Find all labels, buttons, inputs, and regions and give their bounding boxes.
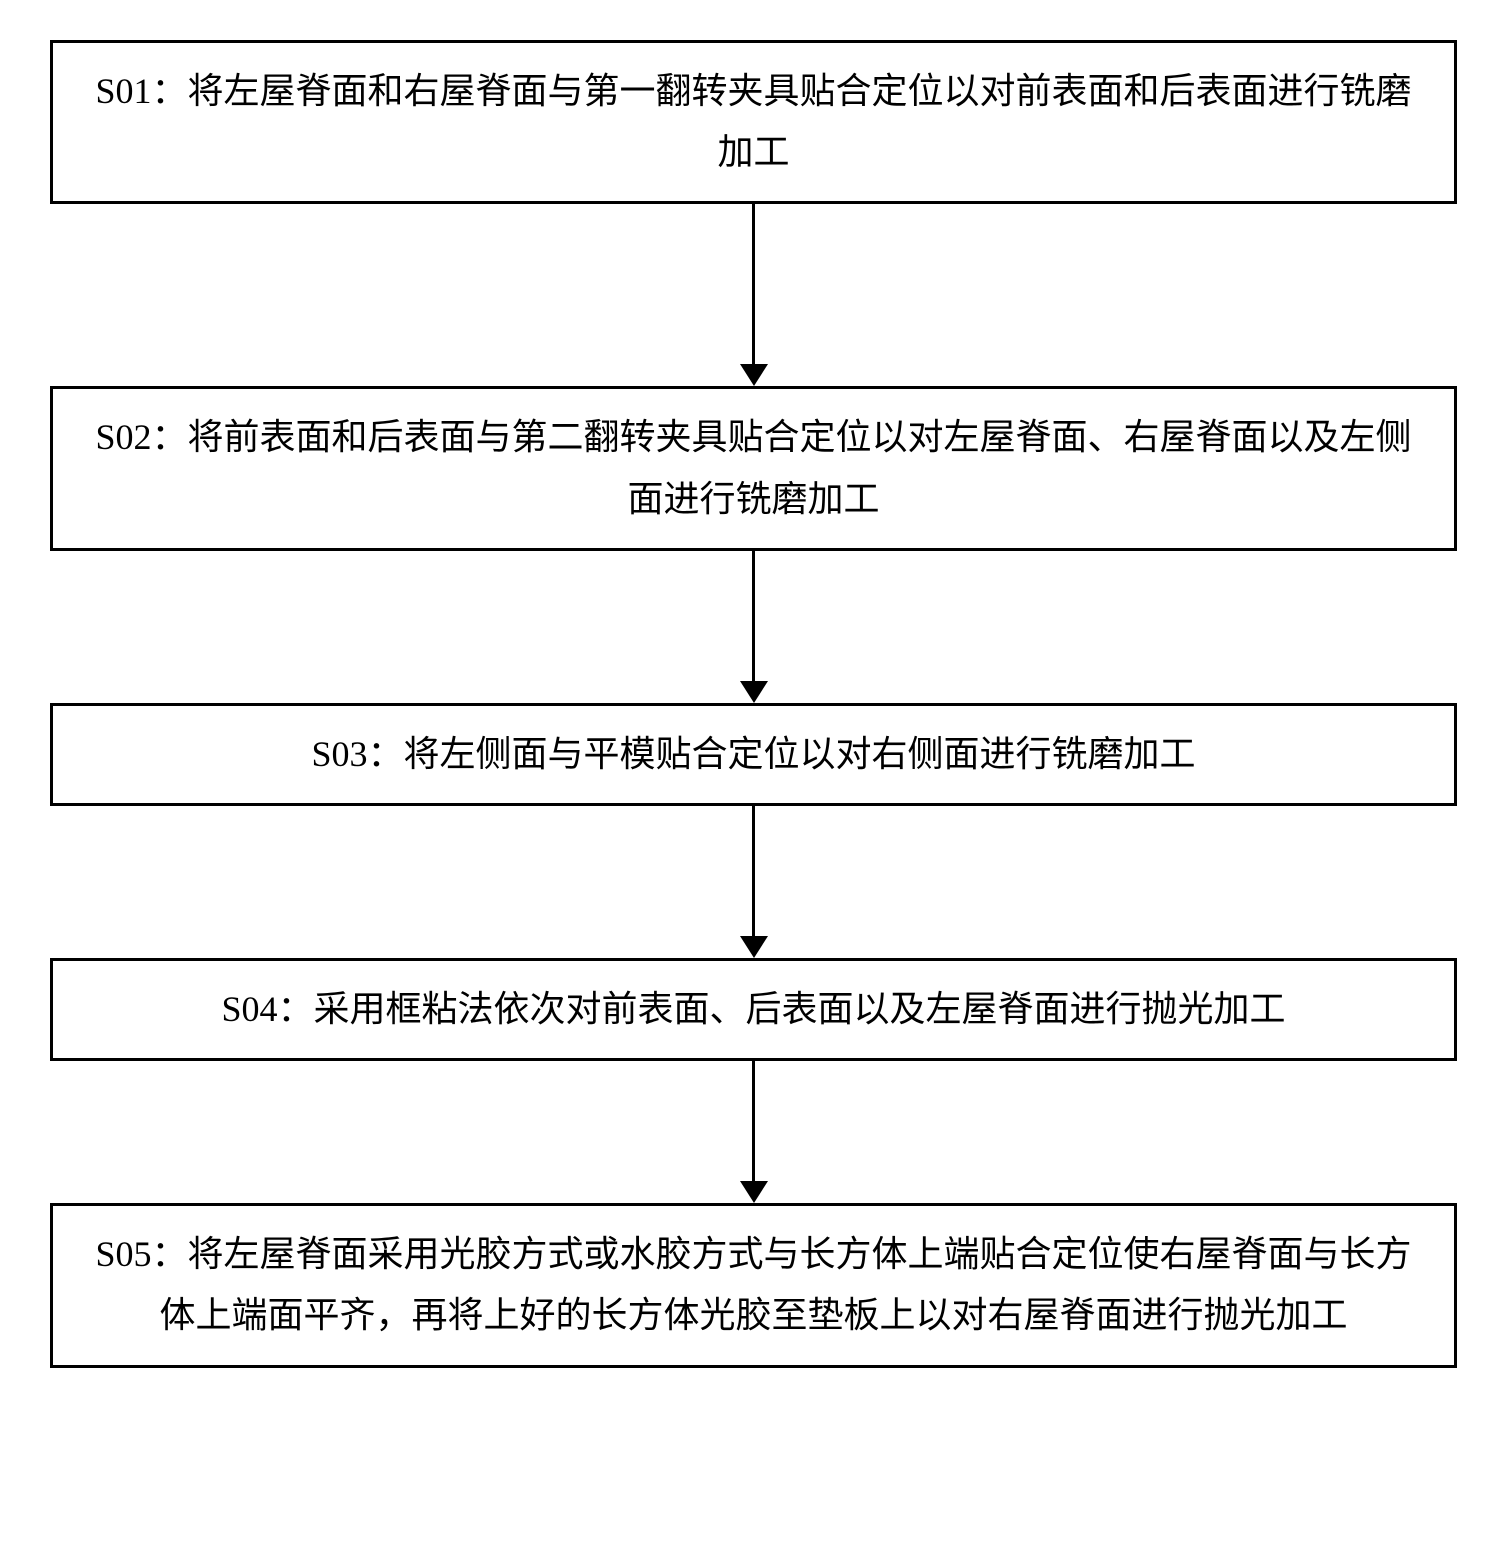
arrow-head-icon [740, 364, 768, 386]
step-text: S04：采用框粘法依次对前表面、后表面以及左屋脊面进行抛光加工 [221, 989, 1285, 1029]
step-text: S05：将左屋脊面采用光胶方式或水胶方式与长方体上端贴合定位使右屋脊面与长方体上… [95, 1234, 1411, 1335]
step-box-s02: S02：将前表面和后表面与第二翻转夹具贴合定位以对左屋脊面、右屋脊面以及左侧面进… [50, 386, 1457, 550]
arrow-s02-s03 [740, 551, 768, 703]
arrow-head-icon [740, 681, 768, 703]
step-text: S01：将左屋脊面和右屋脊面与第一翻转夹具贴合定位以对前表面和后表面进行铣磨加工 [95, 71, 1411, 172]
arrow-head-icon [740, 1181, 768, 1203]
arrow-s01-s02 [740, 204, 768, 386]
step-text: S03：将左侧面与平模贴合定位以对右侧面进行铣磨加工 [311, 734, 1195, 774]
arrow-line [752, 551, 755, 681]
arrow-line [752, 806, 755, 936]
arrow-line [752, 204, 755, 364]
arrow-head-icon [740, 936, 768, 958]
step-box-s04: S04：采用框粘法依次对前表面、后表面以及左屋脊面进行抛光加工 [50, 958, 1457, 1061]
step-text: S02：将前表面和后表面与第二翻转夹具贴合定位以对左屋脊面、右屋脊面以及左侧面进… [95, 417, 1411, 518]
arrow-line [752, 1061, 755, 1181]
step-box-s01: S01：将左屋脊面和右屋脊面与第一翻转夹具贴合定位以对前表面和后表面进行铣磨加工 [50, 40, 1457, 204]
step-box-s03: S03：将左侧面与平模贴合定位以对右侧面进行铣磨加工 [50, 703, 1457, 806]
arrow-s04-s05 [740, 1061, 768, 1203]
flowchart-container: S01：将左屋脊面和右屋脊面与第一翻转夹具贴合定位以对前表面和后表面进行铣磨加工… [50, 40, 1457, 1368]
step-box-s05: S05：将左屋脊面采用光胶方式或水胶方式与长方体上端贴合定位使右屋脊面与长方体上… [50, 1203, 1457, 1367]
arrow-s03-s04 [740, 806, 768, 958]
